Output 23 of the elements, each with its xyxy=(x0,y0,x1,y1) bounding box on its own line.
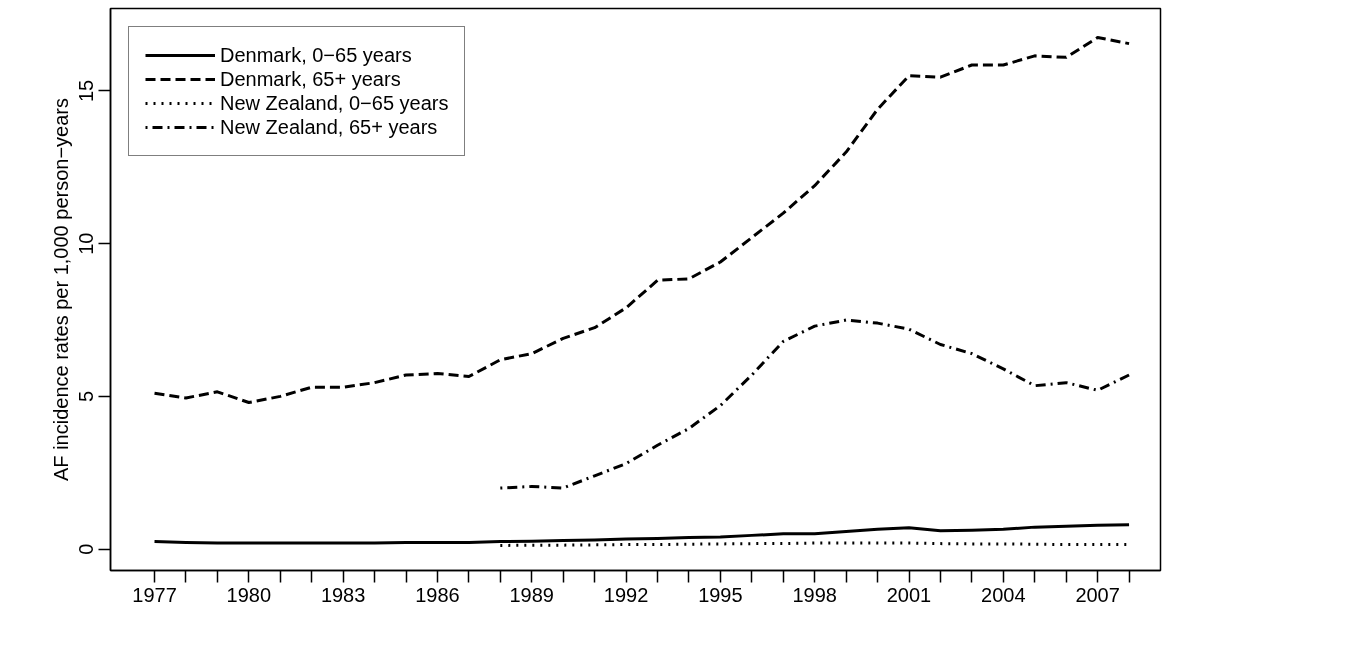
y-tick-label: 15 xyxy=(75,79,98,103)
legend-label: New Zealand, 65+ years xyxy=(220,115,438,139)
legend-label: Denmark, 65+ years xyxy=(220,67,401,91)
x-tick-label: 1986 xyxy=(415,583,460,606)
x-tick-label: 1992 xyxy=(603,583,649,606)
x-tick-label: 1983 xyxy=(320,583,366,606)
x-tick-label: 1977 xyxy=(132,583,177,606)
x-tick-label: 2001 xyxy=(886,583,932,606)
x-tick-label: 1980 xyxy=(226,583,272,606)
x-tick-label: 2007 xyxy=(1075,583,1120,606)
line-series xyxy=(498,318,1131,490)
x-tick-label: 1998 xyxy=(792,583,837,606)
x-tick-label: 2004 xyxy=(981,583,1026,606)
line-series xyxy=(153,36,1131,405)
y-axis-title: AF incidence rates per 1,000 person−years xyxy=(49,98,72,481)
x-tick-label: 1995 xyxy=(698,583,743,606)
y-tick-label: 10 xyxy=(75,232,98,255)
x-tick-label: 1989 xyxy=(509,583,555,606)
legend-label: Denmark, 0−65 years xyxy=(220,43,412,67)
legend-label: New Zealand, 0−65 years xyxy=(220,91,449,115)
y-tick-label: 0 xyxy=(75,543,98,555)
line-series xyxy=(153,523,1131,545)
y-tick-label: 5 xyxy=(75,390,98,402)
